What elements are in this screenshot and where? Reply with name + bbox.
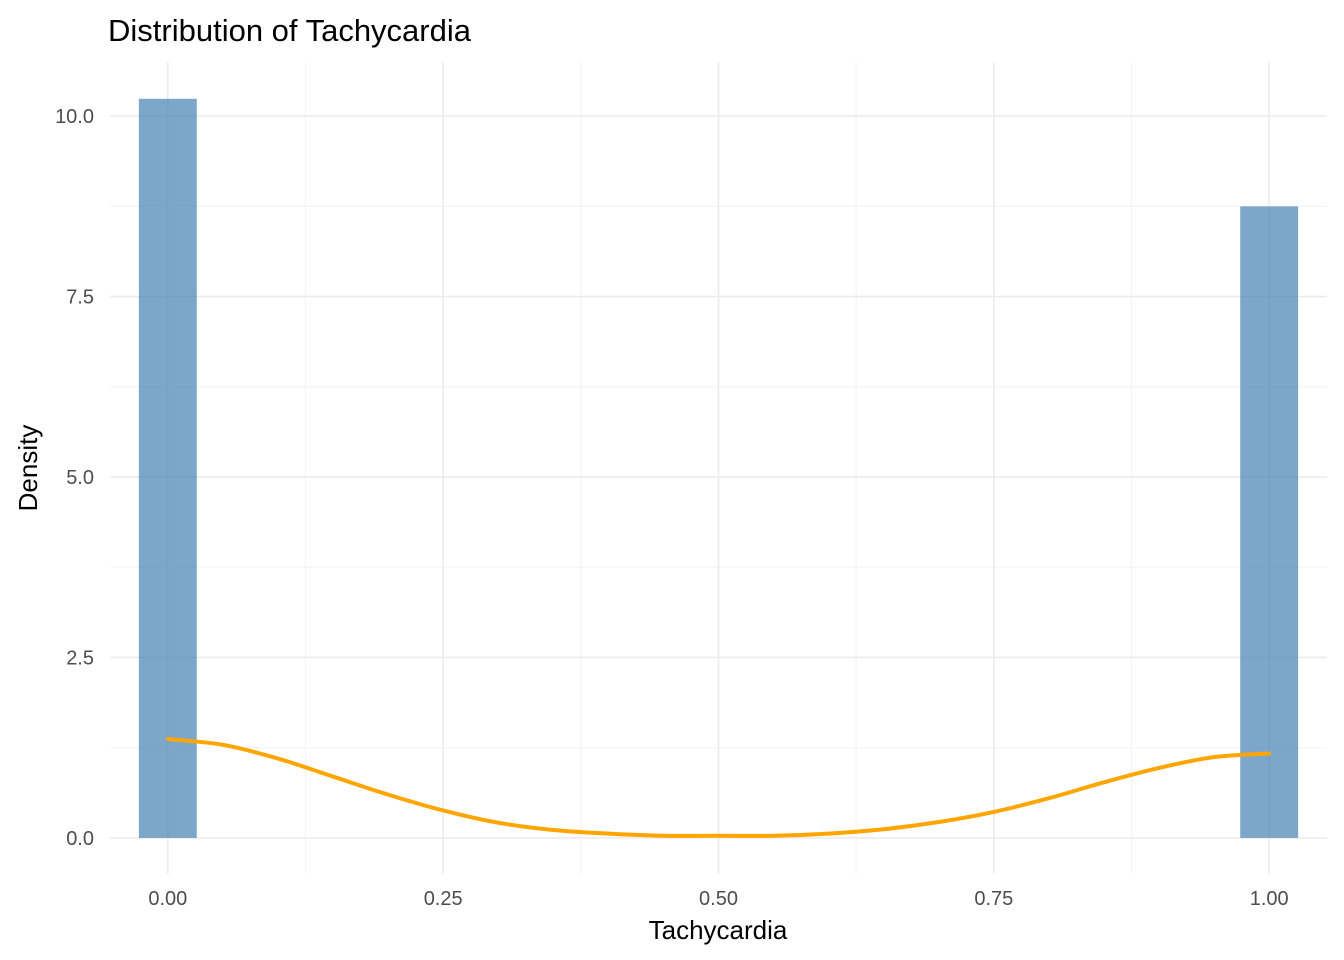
y-tick-label: 7.5: [66, 287, 94, 309]
x-axis-title: Tachycardia: [649, 915, 788, 945]
y-axis-title: Density: [13, 425, 43, 512]
y-tick-label: 5.0: [66, 467, 94, 489]
histogram-bars: [138, 98, 1299, 838]
histogram-bar: [138, 98, 197, 838]
y-tick-label: 0.0: [66, 828, 94, 850]
y-axis-tick-labels: 0.0 2.5 5.0 7.5 10.0: [55, 106, 94, 850]
x-tick-label: 0.50: [699, 888, 738, 910]
histogram-bar: [1240, 206, 1299, 838]
x-tick-label: 1.00: [1250, 888, 1289, 910]
y-tick-label: 2.5: [66, 647, 94, 669]
density-curve: [165, 737, 1272, 838]
x-tick-label: 0.00: [148, 888, 187, 910]
x-tick-label: 0.75: [974, 888, 1013, 910]
x-tick-label: 0.25: [424, 888, 463, 910]
chart-title: Distribution of Tachycardia: [108, 13, 472, 48]
x-axis-tick-labels: 0.00 0.25 0.50 0.75 1.00: [148, 888, 1288, 910]
y-tick-label: 10.0: [55, 106, 94, 128]
